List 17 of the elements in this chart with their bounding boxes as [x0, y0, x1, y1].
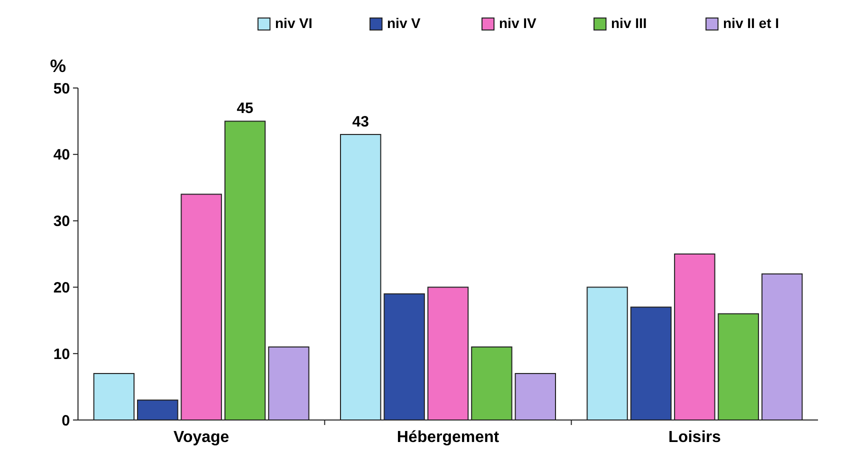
y-tick-label: 10 — [53, 346, 70, 363]
y-tick-label: 40 — [53, 146, 70, 164]
legend-label: niv VI — [275, 15, 312, 31]
legend-label: niv IV — [499, 15, 538, 31]
legend-label: niv III — [611, 15, 647, 31]
x-tick-label: Hébergement — [396, 429, 500, 446]
y-tick-label: 50 — [53, 80, 70, 98]
legend-label: niv V — [387, 15, 422, 31]
x-tick-label: Voyage — [173, 429, 230, 446]
y-tick-label: 0 — [62, 412, 70, 430]
y-tick-label: 30 — [53, 213, 70, 230]
legend-label: niv II et I — [723, 15, 780, 31]
y-axis-title: % — [50, 56, 66, 76]
data-label: 45 — [236, 100, 254, 118]
data-label: 43 — [352, 113, 369, 130]
x-tick-label: Loisirs — [668, 429, 721, 446]
y-tick-label: 20 — [53, 279, 70, 296]
